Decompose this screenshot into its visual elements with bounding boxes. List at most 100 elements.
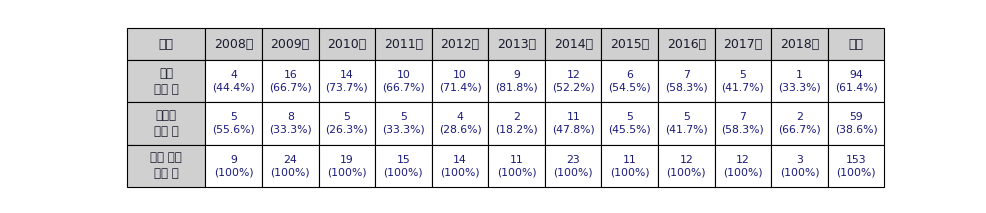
Bar xyxy=(827,145,883,187)
Bar xyxy=(261,28,318,60)
Text: 2015년: 2015년 xyxy=(609,37,649,50)
Bar xyxy=(770,145,827,187)
Bar xyxy=(205,102,261,145)
Text: 2010년: 2010년 xyxy=(326,37,366,50)
Bar xyxy=(488,102,544,145)
Bar xyxy=(714,102,770,145)
Bar xyxy=(431,60,488,102)
Bar xyxy=(600,28,658,60)
Text: 7
(58.3%): 7 (58.3%) xyxy=(721,112,763,135)
Bar xyxy=(127,28,205,60)
Text: 11
(100%): 11 (100%) xyxy=(496,155,535,177)
Text: 5
(26.3%): 5 (26.3%) xyxy=(325,112,368,135)
Bar xyxy=(431,102,488,145)
Bar xyxy=(658,145,714,187)
Bar xyxy=(658,60,714,102)
Text: 12
(52.2%): 12 (52.2%) xyxy=(551,70,594,92)
Bar xyxy=(431,145,488,187)
Bar xyxy=(375,60,431,102)
Bar xyxy=(770,28,827,60)
Bar xyxy=(261,60,318,102)
Text: 9
(81.8%): 9 (81.8%) xyxy=(495,70,537,92)
Bar xyxy=(375,28,431,60)
Text: 합계: 합계 xyxy=(848,37,863,50)
Text: 2016년: 2016년 xyxy=(667,37,705,50)
Text: 12
(100%): 12 (100%) xyxy=(723,155,762,177)
Bar xyxy=(318,102,375,145)
Bar xyxy=(318,145,375,187)
Bar xyxy=(127,60,205,102)
Text: 4
(28.6%): 4 (28.6%) xyxy=(438,112,481,135)
Text: 시행
사업 수: 시행 사업 수 xyxy=(154,67,178,96)
Text: 2014년: 2014년 xyxy=(553,37,593,50)
Text: 59
(38.6%): 59 (38.6%) xyxy=(834,112,877,135)
Text: 11
(47.8%): 11 (47.8%) xyxy=(551,112,594,135)
Text: 5
(45.5%): 5 (45.5%) xyxy=(607,112,651,135)
Bar xyxy=(544,102,600,145)
Bar xyxy=(770,60,827,102)
Bar xyxy=(827,60,883,102)
Bar xyxy=(127,102,205,145)
Bar xyxy=(261,102,318,145)
Text: 23
(100%): 23 (100%) xyxy=(553,155,593,177)
Text: 2
(18.2%): 2 (18.2%) xyxy=(495,112,537,135)
Text: 15
(100%): 15 (100%) xyxy=(384,155,423,177)
Text: 10
(71.4%): 10 (71.4%) xyxy=(438,70,481,92)
Bar xyxy=(600,102,658,145)
Bar xyxy=(714,145,770,187)
Text: 2011년: 2011년 xyxy=(384,37,423,50)
Text: 구분: 구분 xyxy=(159,37,174,50)
Bar xyxy=(375,145,431,187)
Bar xyxy=(205,145,261,187)
Bar xyxy=(318,60,375,102)
Bar xyxy=(600,145,658,187)
Text: 12
(100%): 12 (100%) xyxy=(666,155,706,177)
Bar xyxy=(488,28,544,60)
Text: 5
(55.6%): 5 (55.6%) xyxy=(212,112,254,135)
Text: 2018년: 2018년 xyxy=(779,37,818,50)
Bar xyxy=(658,28,714,60)
Text: 4
(44.4%): 4 (44.4%) xyxy=(212,70,254,92)
Bar xyxy=(714,28,770,60)
Bar xyxy=(544,28,600,60)
Text: 11
(100%): 11 (100%) xyxy=(609,155,649,177)
Bar xyxy=(827,102,883,145)
Text: 9
(100%): 9 (100%) xyxy=(214,155,253,177)
Text: 24
(100%): 24 (100%) xyxy=(270,155,310,177)
Text: 2013년: 2013년 xyxy=(497,37,535,50)
Text: 153
(100%): 153 (100%) xyxy=(835,155,876,177)
Bar xyxy=(127,145,205,187)
Bar xyxy=(770,102,827,145)
Text: 94
(61.4%): 94 (61.4%) xyxy=(834,70,877,92)
Text: 1
(33.3%): 1 (33.3%) xyxy=(777,70,820,92)
Bar xyxy=(544,60,600,102)
Bar xyxy=(375,102,431,145)
Text: 14
(100%): 14 (100%) xyxy=(440,155,479,177)
Text: 6
(54.5%): 6 (54.5%) xyxy=(607,70,651,92)
Text: 14
(73.7%): 14 (73.7%) xyxy=(325,70,368,92)
Bar xyxy=(600,60,658,102)
Bar xyxy=(714,60,770,102)
Bar xyxy=(658,102,714,145)
Text: 19
(100%): 19 (100%) xyxy=(326,155,366,177)
Bar xyxy=(544,145,600,187)
Text: 2017년: 2017년 xyxy=(723,37,762,50)
Bar xyxy=(827,28,883,60)
Bar xyxy=(261,145,318,187)
Bar xyxy=(488,60,544,102)
Text: 조사 종료
사업 수: 조사 종료 사업 수 xyxy=(150,151,182,180)
Text: 2009년: 2009년 xyxy=(270,37,310,50)
Text: 7
(58.3%): 7 (58.3%) xyxy=(665,70,707,92)
Text: 미시행
사업 수: 미시행 사업 수 xyxy=(154,109,178,138)
Bar xyxy=(205,60,261,102)
Bar xyxy=(205,28,261,60)
Bar xyxy=(488,145,544,187)
Text: 8
(33.3%): 8 (33.3%) xyxy=(268,112,312,135)
Text: 3
(100%): 3 (100%) xyxy=(779,155,818,177)
Text: 2012년: 2012년 xyxy=(440,37,479,50)
Text: 2008년: 2008년 xyxy=(214,37,253,50)
Bar xyxy=(431,28,488,60)
Text: 5
(41.7%): 5 (41.7%) xyxy=(721,70,763,92)
Text: 5
(41.7%): 5 (41.7%) xyxy=(665,112,707,135)
Bar xyxy=(318,28,375,60)
